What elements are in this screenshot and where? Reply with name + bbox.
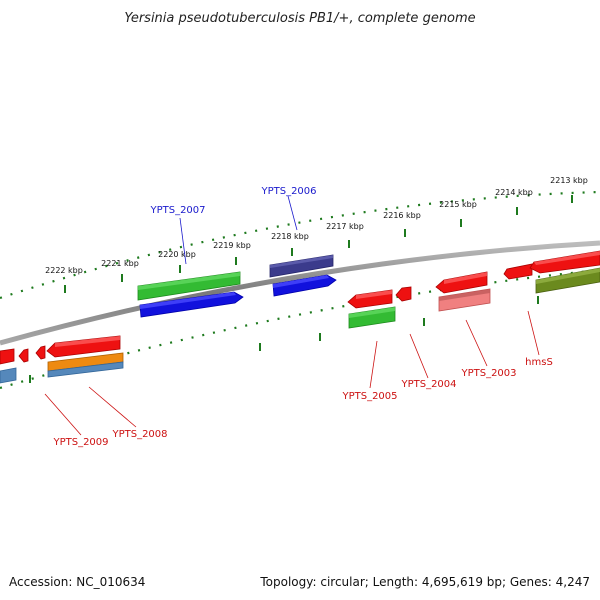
tick-label: 2222 kbp: [45, 266, 83, 275]
inner-major-ticks: [29, 296, 539, 383]
gene-feature: [35, 345, 46, 360]
accession-text: Accession: NC_010634: [9, 575, 145, 589]
gene-feature: [139, 291, 244, 318]
tick-label: 2216 kbp: [383, 211, 421, 220]
gene-label-hmss: hmsS: [525, 357, 553, 368]
leader-lines: [44, 195, 540, 436]
gene-feature: [270, 255, 333, 268]
forward-strand-genes: [137, 250, 600, 318]
gene-feature: [356, 290, 392, 299]
gene-feature: [18, 348, 29, 363]
gene-label-ypts-2006: YPTS_2006: [260, 186, 316, 197]
tick-label: 2214 kbp: [495, 188, 533, 197]
gene-feature: [439, 289, 490, 301]
gene-feature: [273, 275, 329, 288]
genome-backbone: [0, 240, 600, 346]
outer-major-ticks: [64, 195, 573, 293]
gene-label-ypts-2003: YPTS_2003: [460, 368, 516, 379]
gene-feature: [503, 263, 533, 280]
tick-label: 2218 kbp: [271, 232, 309, 241]
gene-feature: [536, 268, 600, 284]
gene-label-ypts-2005: YPTS_2005: [341, 391, 397, 402]
gene-feature: [395, 286, 412, 302]
leader-line: [88, 386, 137, 428]
leader-line: [369, 340, 378, 389]
genome-summary-text: Topology: circular; Length: 4,695,619 bp…: [259, 575, 590, 589]
leader-line: [527, 310, 540, 356]
gene-label-ypts-2007: YPTS_2007: [149, 205, 205, 216]
gene-feature: [47, 361, 124, 378]
map-title: Yersinia pseudotuberculosis PB1/+, compl…: [124, 11, 475, 26]
gene-feature: [55, 336, 120, 347]
leader-line: [179, 217, 187, 265]
left-genes: [0, 335, 124, 384]
gene-label-ypts-2008: YPTS_2008: [111, 429, 167, 440]
tick-label: 2220 kbp: [158, 250, 196, 259]
gene-feature: [534, 251, 600, 265]
inner-tick-ring: [0, 268, 600, 390]
tick-label: 2215 kbp: [439, 200, 477, 209]
gene-label-ypts-2009: YPTS_2009: [52, 437, 108, 448]
leader-line: [465, 319, 488, 367]
leader-line: [287, 195, 298, 231]
gene-label-ypts-2004: YPTS_2004: [400, 379, 456, 390]
leader-line: [409, 333, 429, 379]
gene-feature: [138, 272, 240, 290]
tick-label: 2213 kbp: [550, 176, 588, 185]
outer-tick-ring: [0, 190, 600, 300]
tick-label: 2219 kbp: [213, 241, 251, 250]
gene-feature: [0, 367, 17, 384]
gene-feature: [140, 292, 236, 309]
gene-feature: [0, 348, 15, 365]
reverse-strand-genes: [347, 271, 491, 329]
gene-feature: [444, 272, 487, 284]
gene-feature: [349, 307, 395, 318]
tick-label: 2217 kbp: [326, 222, 364, 231]
leader-line: [44, 393, 82, 436]
tick-label: 2221 kbp: [101, 259, 139, 268]
